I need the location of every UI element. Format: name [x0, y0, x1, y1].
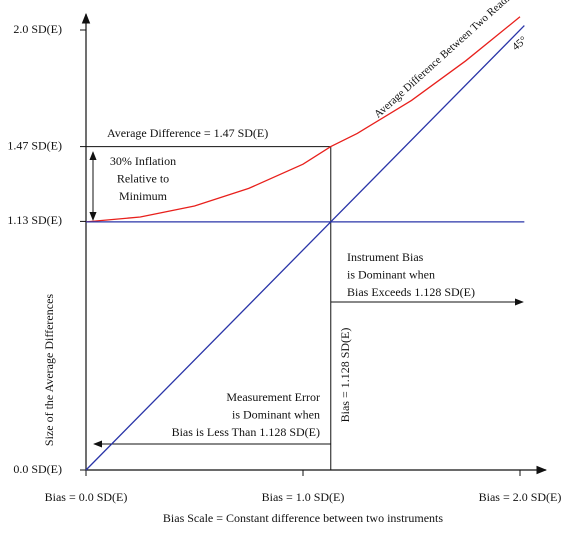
annotation: Bias Exceeds 1.128 SD(E) [347, 285, 475, 299]
y-tick-label: 2.0 SD(E) [13, 22, 62, 36]
x-tick-label: Bias = 2.0 SD(E) [479, 490, 562, 504]
annotation: Minimum [119, 189, 168, 203]
series-line [85, 25, 525, 471]
annotation: Bias = 1.128 SD(E) [338, 328, 352, 423]
annotation: Measurement Error [226, 390, 320, 404]
x-tick-label: Bias = 0.0 SD(E) [45, 490, 128, 504]
x-axis-title: Bias Scale = Constant difference between… [163, 511, 443, 525]
annotation: 30% Inflation [110, 154, 176, 168]
y-tick-label: 1.47 SD(E) [7, 138, 62, 152]
x-tick-label: Bias = 1.0 SD(E) [262, 490, 345, 504]
annotation: Instrument Bias [347, 250, 424, 264]
y-tick-label: 1.13 SD(E) [7, 213, 62, 227]
annotation: Average Difference = 1.47 SD(E) [107, 126, 268, 140]
annotation: Relative to [117, 171, 169, 185]
annotation: is Dominant when [347, 267, 435, 281]
series-line [85, 16, 521, 223]
y-tick-label: 0.0 SD(E) [13, 462, 62, 476]
annotation: is Dominant when [232, 407, 320, 421]
annotation: Bias is Less Than 1.128 SD(E) [172, 425, 320, 439]
y-axis-title: Size of the Average Differences [42, 294, 56, 446]
